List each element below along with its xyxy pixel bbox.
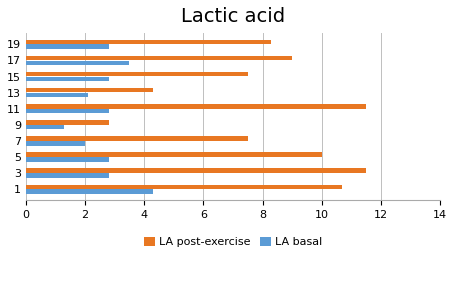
Bar [26, 56, 292, 60]
Bar [26, 157, 109, 162]
Bar [26, 173, 109, 178]
Bar [26, 72, 248, 76]
Title: Lactic acid: Lactic acid [181, 7, 285, 26]
Bar [26, 45, 109, 49]
Bar [26, 185, 342, 189]
Bar [26, 93, 88, 97]
Legend: LA post-exercise, LA basal: LA post-exercise, LA basal [139, 233, 327, 252]
Bar [26, 40, 271, 44]
Bar [26, 77, 109, 81]
Bar [26, 88, 153, 93]
Bar [26, 152, 322, 157]
Bar [26, 136, 248, 141]
Bar [26, 60, 129, 65]
Bar [26, 168, 366, 173]
Bar [26, 125, 64, 130]
Bar [26, 189, 153, 194]
Bar [26, 104, 366, 108]
Bar [26, 120, 109, 125]
Bar [26, 141, 85, 146]
Bar [26, 109, 109, 113]
